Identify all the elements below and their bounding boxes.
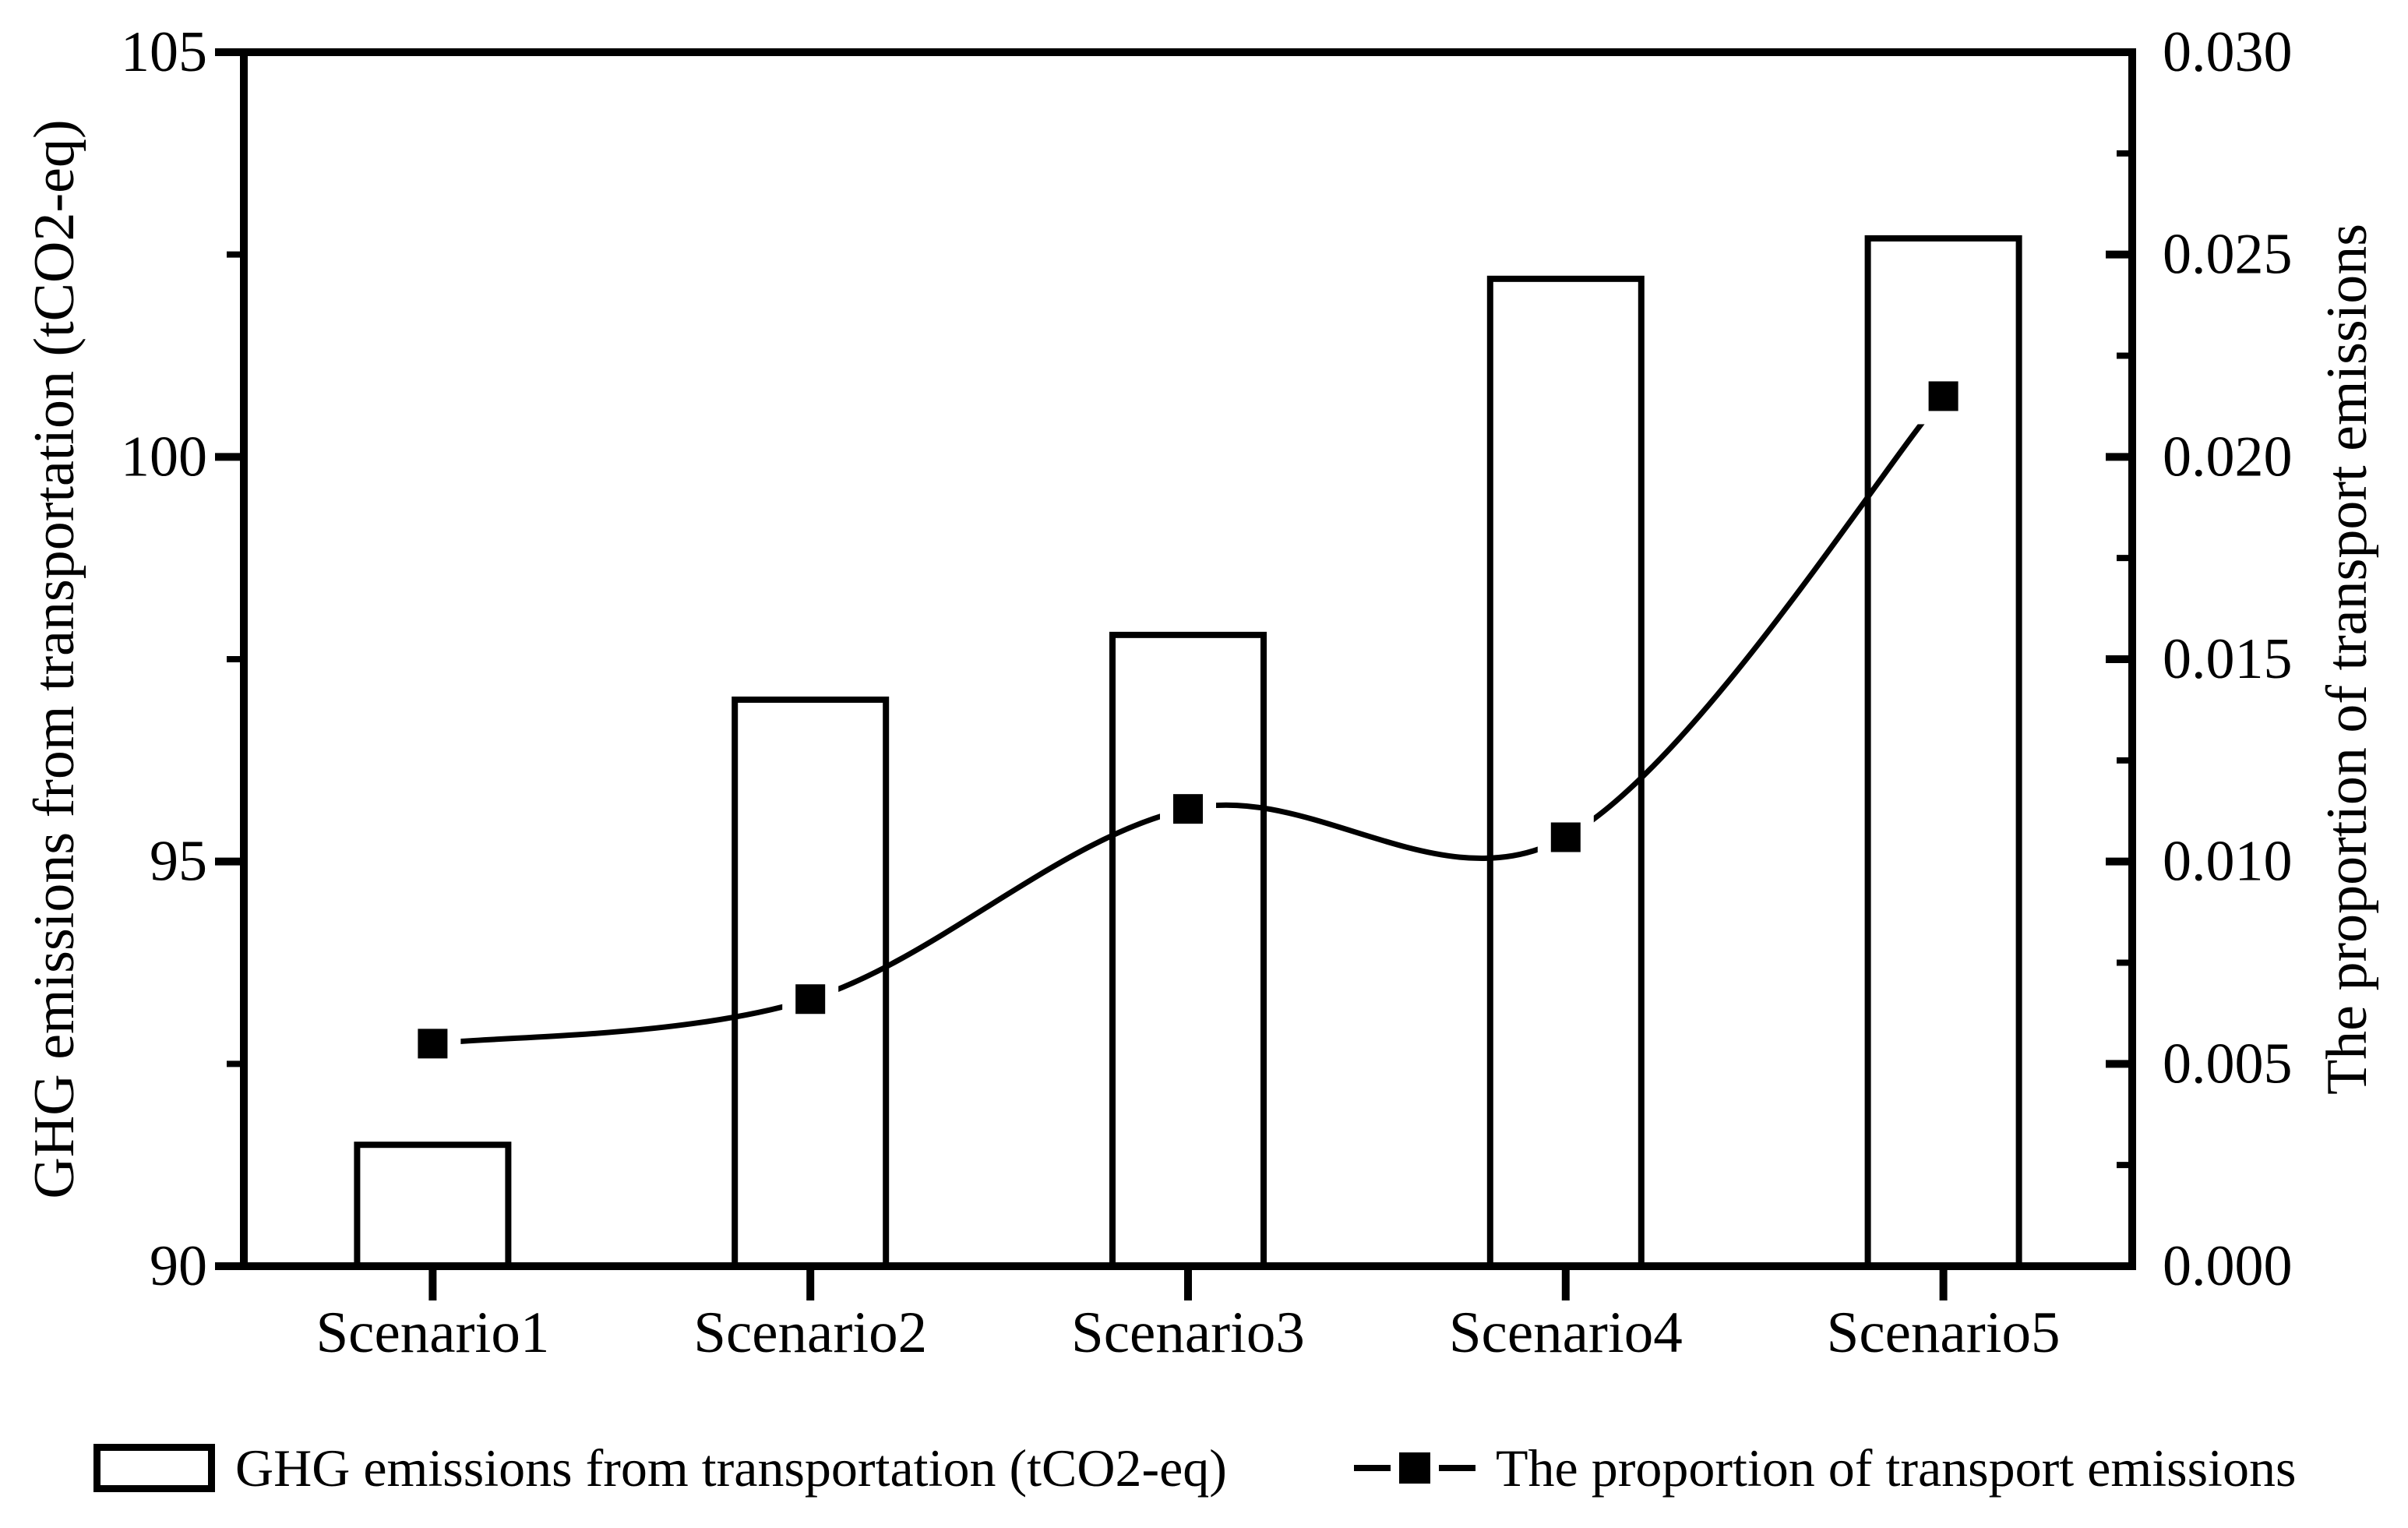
proportion-line xyxy=(432,394,1946,1046)
right-tick-label: 0.020 xyxy=(2163,425,2293,489)
right-tick-label: 0.010 xyxy=(2163,830,2293,894)
left-tick-label: 95 xyxy=(150,830,207,894)
square-marker xyxy=(1550,822,1581,852)
line-markers xyxy=(404,368,1972,1072)
category-label: Scenario5 xyxy=(1827,1300,2061,1365)
right-tick-label: 0.005 xyxy=(2163,1032,2293,1096)
bar xyxy=(1486,275,1645,1269)
bar-swatch-icon xyxy=(93,1444,215,1492)
square-marker xyxy=(418,1029,448,1059)
bar-series xyxy=(354,235,2022,1270)
bottom-axis-ticks: Scenario1 Scenario2 Scenario3 Scenario4 Scen… xyxy=(316,1266,2061,1365)
bar xyxy=(1109,631,1267,1269)
left-tick-label: 100 xyxy=(121,425,207,489)
line-marker-swatch-icon xyxy=(1354,1452,1475,1484)
line-series xyxy=(432,394,1946,1046)
legend-label-bars: GHG emissions from transportation (tCO2-… xyxy=(235,1438,1227,1498)
right-tick-label: 0.015 xyxy=(2163,627,2293,691)
square-marker xyxy=(795,984,826,1015)
right-axis-title: The proportion of transport emissions xyxy=(2315,223,2379,1096)
right-tick-label: 0.030 xyxy=(2163,20,2293,84)
left-axis-ticks: 90 95 100 105 xyxy=(121,20,244,1298)
category-label: Scenario3 xyxy=(1071,1300,1305,1365)
right-tick-label: 0.025 xyxy=(2163,223,2293,287)
left-tick-label: 105 xyxy=(121,20,207,84)
category-label: Scenario2 xyxy=(693,1300,927,1365)
square-marker xyxy=(1173,794,1203,824)
right-axis-ticks: 0.000 0.005 0.010 0.015 0.020 0.025 0.030 xyxy=(2106,20,2293,1298)
category-label: Scenario4 xyxy=(1449,1300,1683,1365)
legend-label-line: The proportion of transport emissions xyxy=(1496,1438,2297,1498)
legend-item-bars: GHG emissions from transportation (tCO2-… xyxy=(93,1440,1227,1496)
left-tick-label: 90 xyxy=(150,1234,207,1298)
right-tick-label: 0.000 xyxy=(2163,1234,2293,1298)
left-axis-title: GHG emissions from transportation (tCO2-… xyxy=(23,119,86,1199)
bar xyxy=(354,1142,512,1269)
category-label: Scenario1 xyxy=(316,1300,549,1365)
legend-item-line: The proportion of transport emissions xyxy=(1354,1440,2296,1496)
square-marker xyxy=(1928,381,1958,411)
